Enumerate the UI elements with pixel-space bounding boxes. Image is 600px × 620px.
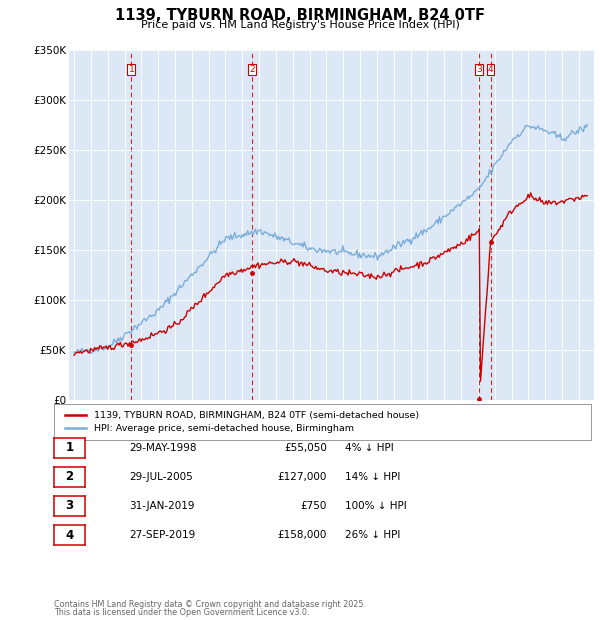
Text: £158,000: £158,000 xyxy=(278,530,327,540)
Text: 26% ↓ HPI: 26% ↓ HPI xyxy=(345,530,400,540)
Text: 3: 3 xyxy=(65,500,74,512)
Text: 2: 2 xyxy=(249,64,255,74)
Text: 29-JUL-2005: 29-JUL-2005 xyxy=(129,472,193,482)
Text: £127,000: £127,000 xyxy=(278,472,327,482)
Legend: 1139, TYBURN ROAD, BIRMINGHAM, B24 0TF (semi-detached house), HPI: Average price: 1139, TYBURN ROAD, BIRMINGHAM, B24 0TF (… xyxy=(61,407,422,437)
Text: Price paid vs. HM Land Registry's House Price Index (HPI): Price paid vs. HM Land Registry's House … xyxy=(140,20,460,30)
Text: 27-SEP-2019: 27-SEP-2019 xyxy=(129,530,195,540)
Text: £55,050: £55,050 xyxy=(284,443,327,453)
Text: 1139, TYBURN ROAD, BIRMINGHAM, B24 0TF: 1139, TYBURN ROAD, BIRMINGHAM, B24 0TF xyxy=(115,8,485,23)
Text: 3: 3 xyxy=(476,64,482,74)
Text: 31-JAN-2019: 31-JAN-2019 xyxy=(129,501,194,511)
Text: 4: 4 xyxy=(65,529,74,541)
Text: 4: 4 xyxy=(488,64,493,74)
Text: 100% ↓ HPI: 100% ↓ HPI xyxy=(345,501,407,511)
Text: Contains HM Land Registry data © Crown copyright and database right 2025.: Contains HM Land Registry data © Crown c… xyxy=(54,600,366,609)
Text: £750: £750 xyxy=(301,501,327,511)
Text: 29-MAY-1998: 29-MAY-1998 xyxy=(129,443,197,453)
Text: 4% ↓ HPI: 4% ↓ HPI xyxy=(345,443,394,453)
Text: 2: 2 xyxy=(65,471,74,483)
Text: 1: 1 xyxy=(128,64,134,74)
Text: 14% ↓ HPI: 14% ↓ HPI xyxy=(345,472,400,482)
Text: 1: 1 xyxy=(65,441,74,454)
Text: This data is licensed under the Open Government Licence v3.0.: This data is licensed under the Open Gov… xyxy=(54,608,310,617)
